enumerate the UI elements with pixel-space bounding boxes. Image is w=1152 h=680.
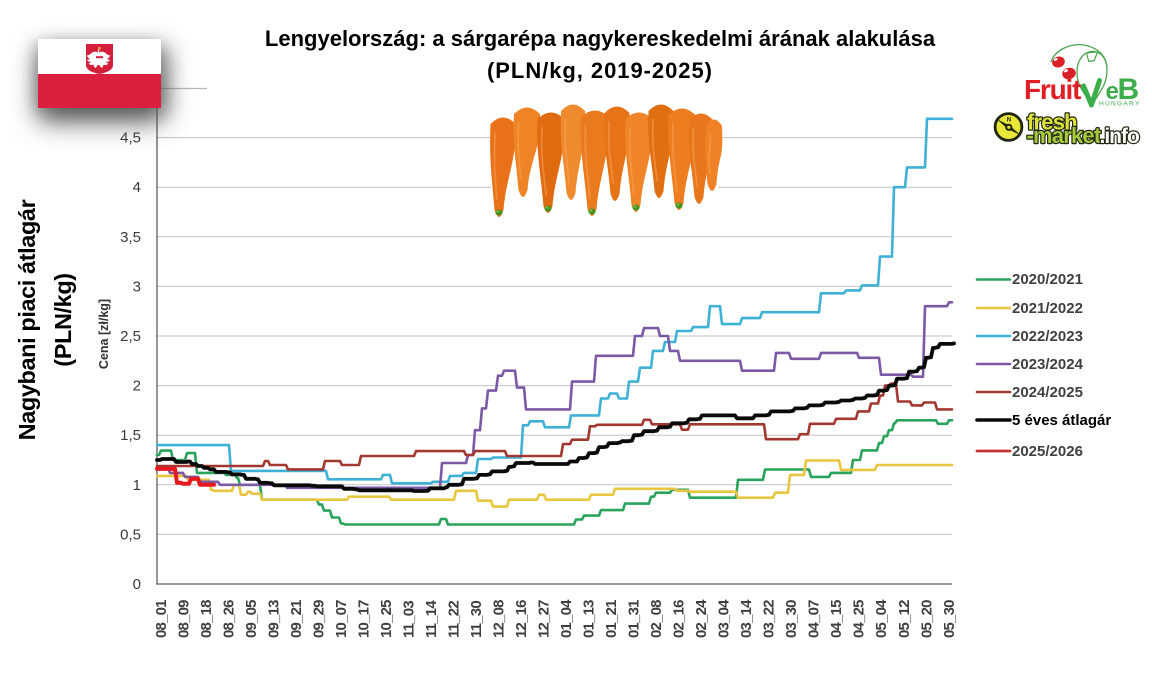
svg-text:08_01: 08_01 bbox=[153, 600, 170, 638]
svg-text:fresh: fresh bbox=[1027, 110, 1077, 135]
svg-text:-market: -market bbox=[1027, 123, 1102, 148]
svg-text:05_04: 05_04 bbox=[873, 599, 890, 638]
svg-text:11_30: 11_30 bbox=[468, 601, 485, 638]
svg-text:.info: .info bbox=[1100, 125, 1139, 148]
svg-text:04_07: 04_07 bbox=[806, 600, 823, 638]
svg-text:0,5: 0,5 bbox=[120, 526, 141, 543]
svg-text:05_12: 05_12 bbox=[896, 600, 913, 638]
svg-text:B: B bbox=[1118, 73, 1140, 106]
svg-text:04_25: 04_25 bbox=[851, 600, 868, 638]
svg-text:05_20: 05_20 bbox=[918, 600, 935, 638]
svg-text:Fruit: Fruit bbox=[1024, 74, 1081, 105]
svg-text:2: 2 bbox=[133, 378, 141, 395]
svg-text:12_16: 12_16 bbox=[513, 600, 530, 638]
svg-text:02_24: 02_24 bbox=[693, 599, 710, 638]
svg-text:01_31: 01_31 bbox=[626, 600, 643, 638]
svg-text:1: 1 bbox=[133, 477, 141, 494]
svg-text:08_18: 08_18 bbox=[198, 600, 215, 638]
svg-text:11_22: 11_22 bbox=[446, 601, 463, 638]
svg-text:02_08: 02_08 bbox=[648, 600, 665, 638]
svg-text:01_04: 01_04 bbox=[558, 599, 575, 638]
svg-text:1,5: 1,5 bbox=[120, 427, 141, 444]
svg-text:03_30: 03_30 bbox=[783, 600, 800, 638]
svg-text:02_16: 02_16 bbox=[671, 600, 688, 638]
svg-text:10_07: 10_07 bbox=[333, 600, 350, 638]
svg-text:08_26: 08_26 bbox=[220, 600, 237, 638]
svg-text:01_13: 01_13 bbox=[581, 600, 598, 638]
svg-text:01_21: 01_21 bbox=[603, 600, 620, 638]
svg-text:11_03: 11_03 bbox=[401, 601, 418, 638]
svg-text:N: N bbox=[1007, 118, 1011, 124]
svg-text:04_15: 04_15 bbox=[828, 600, 845, 638]
svg-text:09_13: 09_13 bbox=[265, 600, 282, 638]
svg-text:03_04: 03_04 bbox=[716, 599, 733, 638]
svg-text:03_22: 03_22 bbox=[761, 600, 778, 638]
svg-text:3,5: 3,5 bbox=[120, 229, 141, 246]
svg-text:12_27: 12_27 bbox=[536, 600, 553, 638]
svg-text:12_08: 12_08 bbox=[491, 600, 508, 638]
svg-text:HUNGARY: HUNGARY bbox=[1099, 101, 1141, 108]
svg-text:09_29: 09_29 bbox=[310, 600, 327, 638]
svg-text:4: 4 bbox=[133, 179, 141, 196]
svg-text:2,5: 2,5 bbox=[120, 328, 141, 345]
svg-text:08_09: 08_09 bbox=[175, 600, 192, 638]
svg-text:09_21: 09_21 bbox=[288, 600, 305, 638]
svg-text:4,5: 4,5 bbox=[120, 130, 141, 147]
svg-text:10_25: 10_25 bbox=[378, 600, 395, 638]
svg-text:11_14: 11_14 bbox=[423, 600, 440, 638]
svg-text:0: 0 bbox=[133, 576, 141, 593]
svg-text:09_05: 09_05 bbox=[243, 600, 260, 638]
svg-text:e: e bbox=[1106, 78, 1119, 105]
svg-text:3: 3 bbox=[133, 278, 141, 295]
svg-text:05_30: 05_30 bbox=[941, 600, 958, 638]
svg-text:03_14: 03_14 bbox=[738, 599, 755, 638]
svg-text:10_17: 10_17 bbox=[355, 600, 372, 638]
